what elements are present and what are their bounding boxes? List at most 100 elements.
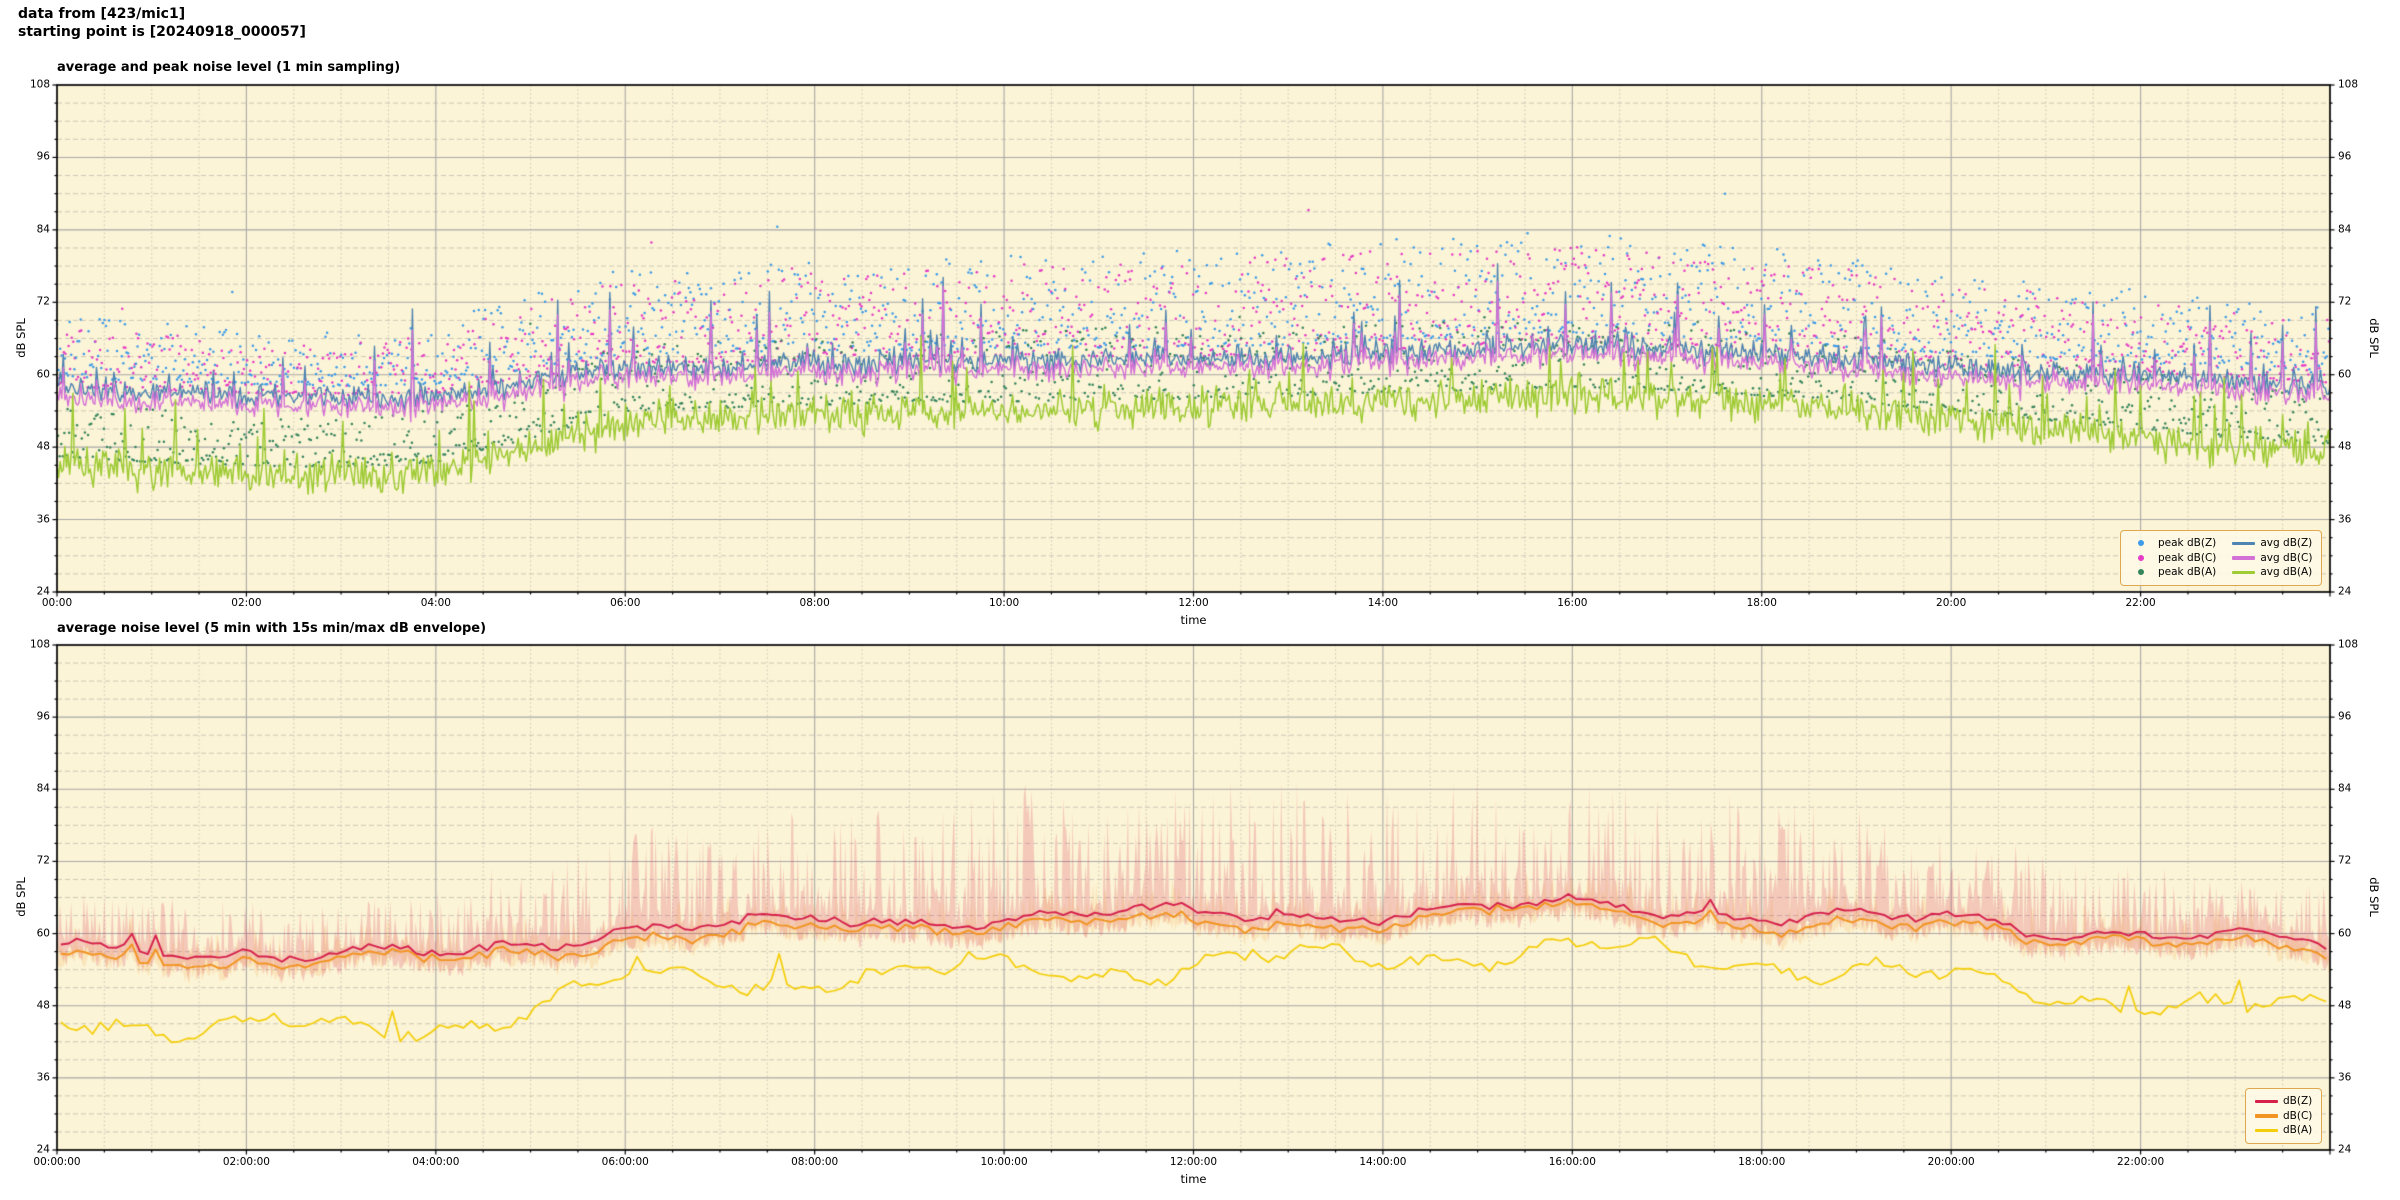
legend-marker-swatch	[2138, 540, 2144, 547]
legend-item: dB(Z)	[2253, 1094, 2312, 1109]
x-tick-label: 14:00	[1367, 597, 1399, 609]
x-tick-label: 06:00:00	[601, 1156, 649, 1168]
legend-dot-marker	[2128, 554, 2154, 561]
y-tick-label-right: 48	[2338, 999, 2352, 1012]
header-line-1: data from [423/mic1]	[18, 6, 186, 22]
legend-item: avg dB(Z)	[2230, 536, 2312, 551]
legend-marker-swatch	[2254, 1128, 2278, 1132]
x-tick-label: 20:00	[1936, 597, 1967, 609]
y-tick-label-right: 36	[2338, 1071, 2352, 1084]
y-tick-label-left: 36	[36, 512, 50, 525]
x-tick-label: 22:00	[2125, 597, 2156, 609]
x-tick-label: 00:00:00	[33, 1156, 81, 1168]
y-tick-label-right: 96	[2338, 710, 2352, 723]
chart-1-title: average and peak noise level (1 min samp…	[57, 60, 401, 75]
x-tick-label: 14:00:00	[1359, 1156, 1407, 1168]
y-tick-label-left: 96	[36, 710, 50, 723]
header-line-2: starting point is [20240918_000057]	[18, 24, 306, 40]
x-tick-label: 10:00	[988, 597, 1020, 609]
legend-line-marker	[2253, 1128, 2279, 1132]
y-tick-label-right: 36	[2338, 512, 2352, 525]
legend-item-label: dB(C)	[2283, 1109, 2313, 1122]
x-tick-label: 10:00:00	[980, 1156, 1028, 1168]
y-tick-label-left: 36	[36, 1071, 50, 1084]
chart-1-y-axis-label-right: dB SPL	[2367, 318, 2381, 358]
chart-2-y-axis-label-right: dB SPL	[2367, 877, 2381, 917]
y-tick-label-left: 108	[29, 638, 50, 651]
legend-marker-swatch	[2138, 554, 2144, 561]
y-tick-label-left: 72	[36, 854, 50, 867]
y-tick-label-right: 60	[2338, 368, 2352, 381]
x-tick-label: 16:00	[1557, 597, 1588, 609]
y-tick-label-left: 48	[36, 999, 50, 1012]
x-tick-label: 08:00	[799, 597, 830, 609]
y-tick-label-right: 24	[2338, 585, 2352, 598]
legend-column: dB(Z) dB(C) dB(A)	[2253, 1094, 2312, 1138]
y-tick-label-left: 48	[36, 440, 50, 453]
legend-item-label: avg dB(Z)	[2260, 537, 2313, 550]
legend-item-label: peak dB(Z)	[2158, 537, 2217, 550]
legend-column: avg dB(Z) avg dB(C) avg dB(A)	[2230, 536, 2312, 580]
y-tick-label-right: 108	[2338, 638, 2359, 651]
x-tick-label: 06:00	[610, 597, 641, 609]
legend-item-label: dB(A)	[2283, 1124, 2313, 1137]
legend-item: peak dB(A)	[2128, 565, 2216, 580]
legend-marker-swatch	[2231, 541, 2255, 545]
legend-line-marker	[2230, 556, 2256, 560]
x-tick-label: 12:00:00	[1169, 1156, 1218, 1168]
y-tick-label-left: 60	[36, 926, 50, 939]
y-tick-label-right: 84	[2338, 782, 2352, 795]
x-tick-label: 18:00	[1746, 597, 1777, 609]
y-tick-label-right: 60	[2338, 926, 2352, 939]
legend-marker-swatch	[2138, 569, 2144, 576]
chart-1-x-axis-label: time	[1180, 613, 1207, 627]
chart-2-title: average noise level (5 min with 15s min/…	[57, 621, 487, 636]
legend-line-marker	[2253, 1099, 2279, 1103]
legend-marker-swatch	[2254, 1099, 2278, 1103]
x-tick-label: 02:00	[231, 597, 262, 609]
legend-marker-swatch	[2231, 556, 2255, 560]
legend-dot-marker	[2128, 569, 2154, 576]
legend-item-label: peak dB(C)	[2158, 551, 2217, 564]
legend-item: avg dB(A)	[2230, 565, 2312, 580]
legend-dot-marker	[2128, 540, 2154, 547]
legend-item: dB(A)	[2253, 1123, 2312, 1138]
y-tick-label-right: 48	[2338, 440, 2352, 453]
legend-item: peak dB(C)	[2128, 551, 2216, 566]
legend-line-marker	[2253, 1114, 2279, 1118]
y-tick-label-left: 108	[29, 78, 50, 91]
x-tick-label: 18:00:00	[1738, 1156, 1786, 1168]
legend-item-label: peak dB(A)	[2158, 566, 2217, 579]
chart-2-legend: dB(Z) dB(C) dB(A)	[2245, 1088, 2323, 1144]
legend-marker-swatch	[2231, 570, 2255, 574]
y-tick-label-right: 108	[2338, 78, 2359, 91]
y-tick-label-left: 84	[36, 223, 50, 236]
x-tick-label: 20:00:00	[1927, 1156, 1975, 1168]
y-tick-label-left: 84	[36, 782, 50, 795]
legend-line-marker	[2230, 570, 2256, 574]
x-tick-label: 22:00:00	[2116, 1156, 2165, 1168]
chart-2-y-axis-label-left: dB SPL	[14, 877, 28, 917]
y-tick-label-right: 72	[2338, 295, 2352, 308]
x-tick-label: 00:00	[41, 597, 73, 609]
x-tick-label: 04:00	[420, 597, 451, 609]
y-tick-label-right: 96	[2338, 150, 2352, 163]
y-tick-label-left: 72	[36, 295, 50, 308]
chart-1-y-axis-label-left: dB SPL	[14, 318, 28, 358]
x-tick-label: 12:00	[1178, 597, 1209, 609]
chart-1-legend: peak dB(Z) peak dB(C) peak dB(A) avg dB(Z) a…	[2120, 530, 2323, 586]
y-tick-label-right: 24	[2338, 1143, 2352, 1156]
legend-item-label: avg dB(C)	[2260, 551, 2313, 564]
legend-line-marker	[2230, 541, 2256, 545]
legend-item-label: avg dB(A)	[2260, 566, 2313, 579]
y-tick-label-left: 24	[36, 1143, 50, 1156]
x-tick-label: 08:00:00	[791, 1156, 839, 1168]
figure-header: data from [423/mic1] starting point is […	[18, 5, 306, 41]
legend-item: avg dB(C)	[2230, 551, 2312, 566]
y-tick-label-left: 96	[36, 150, 50, 163]
y-tick-label-right: 72	[2338, 854, 2352, 867]
x-tick-label: 02:00:00	[222, 1156, 270, 1168]
y-tick-label-right: 84	[2338, 223, 2352, 236]
